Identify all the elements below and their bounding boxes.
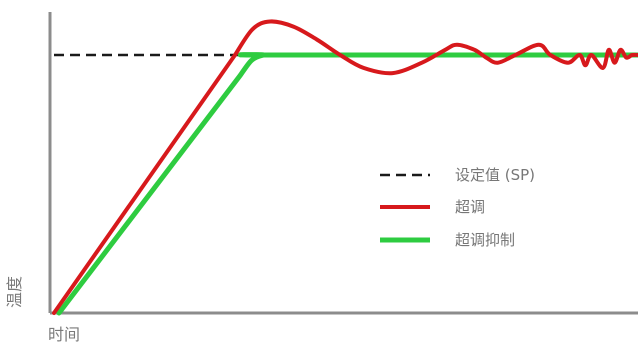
legend-label-overshoot: 超调 (455, 198, 485, 216)
series-line-overshoot (52, 19, 638, 315)
legend-label-setpoint: 设定值 (SP) (455, 166, 535, 184)
series-line-overshoot-suppressed (56, 52, 638, 316)
x-axis-label: 时间 (48, 325, 80, 344)
y-axis-label: 温度 (5, 276, 24, 308)
legend: 设定值 (SP) 超调 超调抑制 (380, 166, 535, 249)
legend-label-suppressed: 超调抑制 (455, 231, 515, 249)
